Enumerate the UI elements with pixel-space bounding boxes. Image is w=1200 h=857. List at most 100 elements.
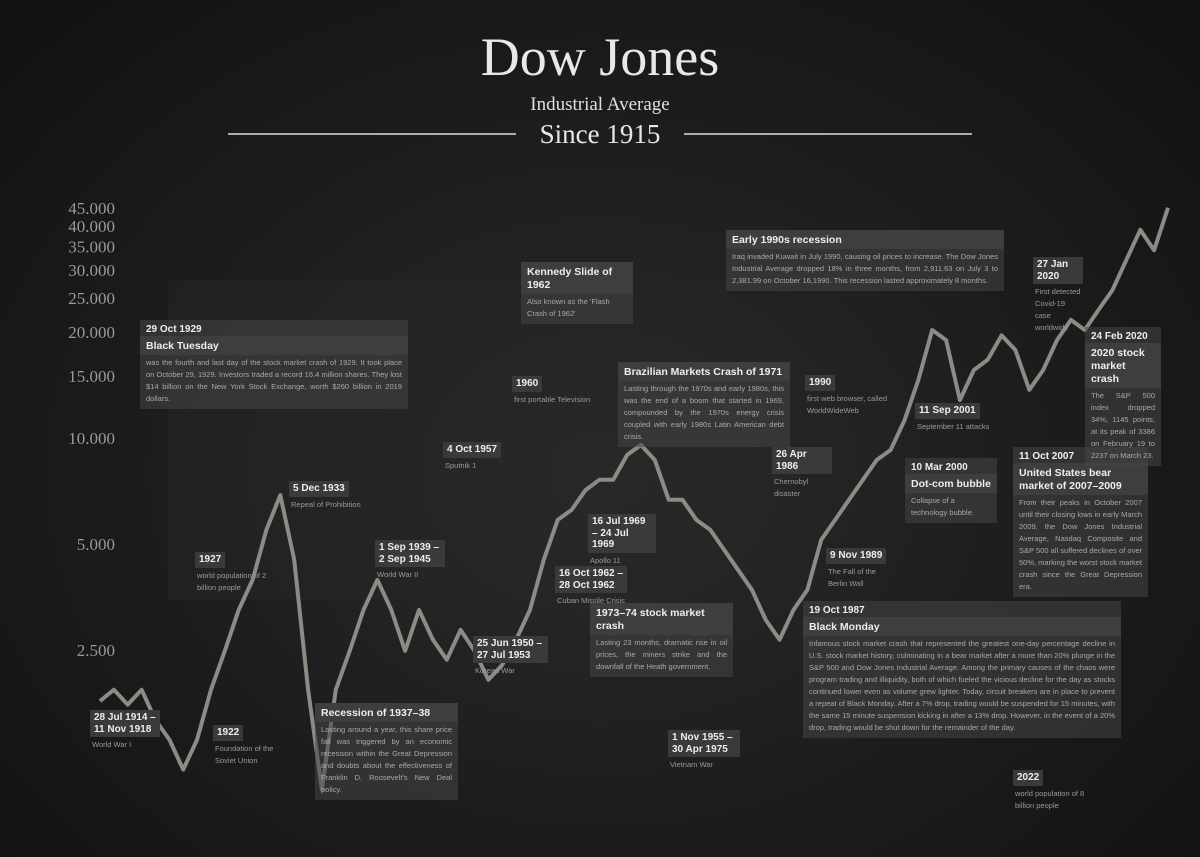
annotation-text: Lasting around a year, this share price … — [321, 725, 452, 795]
annotation-title: Dot-com bubble — [905, 474, 997, 494]
y-tick-label: 20.000 — [68, 323, 115, 342]
y-tick-label: 45.000 — [68, 199, 115, 218]
annotation: 29 Oct 1929 Black Tuesday was the fourth a… — [140, 320, 408, 410]
annotation: 1 Sep 1939 – 2 Sep 1945 World War II — [375, 540, 445, 583]
annotation: 25 Jun 1950 – 27 Jul 1953 Korean War — [473, 636, 548, 679]
annotation-date: 5 Dec 1933 — [289, 481, 349, 497]
annotation-date: 27 Jan 2020 — [1033, 257, 1083, 284]
annotation-text: Lasting 23 months, dramatic rise in oil … — [596, 638, 727, 672]
annotation-text: Korean War — [475, 666, 515, 675]
annotation-text: first web browser, called WorldWideWeb — [807, 393, 888, 415]
annotation-date: 1927 — [195, 552, 226, 568]
annotation: Kennedy Slide of 1962 Also known as the '… — [521, 262, 633, 325]
annotation-title: Recession of 1937–38 — [315, 703, 458, 723]
annotation-text: World War I — [92, 740, 132, 749]
annotation-title: 2020 stock market crash — [1085, 343, 1161, 389]
annotation-date: 24 Feb 2020 — [1091, 331, 1148, 342]
annotation: Recession of 1937–38 Lasting around a yea… — [315, 703, 458, 801]
annotation-date: 1922 — [213, 725, 244, 741]
annotation: 11 Sep 2001 September 11 attacks — [915, 403, 995, 435]
annotation-text: Chernobyl disaster — [774, 477, 809, 498]
annotation: 4 Oct 1957 Sputnik 1 — [443, 442, 513, 474]
annotation-date: 11 Sep 2001 — [915, 403, 980, 419]
annotation: 1 Nov 1955 – 30 Apr 1975 Vietnam War — [668, 730, 740, 773]
annotation-text: Repeal of Prohibition — [291, 499, 361, 509]
annotation-text: Iraq invaded Kuwait in July 1990, causin… — [732, 252, 998, 286]
y-tick-label: 5.000 — [77, 535, 115, 554]
annotation-title: Black Tuesday — [140, 336, 408, 356]
annotation: 27 Jan 2020 First detected Covid-19 case … — [1033, 257, 1083, 336]
annotation-text: The Fall of the Berlin Wall — [828, 566, 876, 588]
annotation-text: Foundation of the Soviet Union — [215, 743, 274, 765]
annotation-date: 16 Oct 1962 – 28 Oct 1962 — [555, 566, 627, 593]
annotation-date: 25 Jun 1950 – 27 Jul 1953 — [473, 636, 548, 663]
annotation-date: 29 Oct 1929 — [146, 324, 202, 335]
annotation-date: 11 Oct 2007 — [1019, 451, 1075, 462]
annotation-text: world population of 8 billion people — [1015, 788, 1085, 810]
annotation-text: Cuban Missile Crisis — [557, 596, 625, 605]
annotation: 5 Dec 1933 Repeal of Prohibition — [289, 481, 379, 513]
price-line — [98, 207, 1170, 792]
chart-period: Since 1915 — [540, 119, 661, 149]
annotation-title: Kennedy Slide of 1962 — [521, 262, 633, 295]
annotation: 9 Nov 1989 The Fall of the Berlin Wall — [826, 548, 896, 592]
annotation: 1973–74 stock market crash Lasting 23 mon… — [590, 603, 733, 678]
annotation: 19 Oct 1987 Black Monday Infamous stock ma… — [803, 601, 1121, 739]
annotation-text: Apollo 11 — [590, 555, 621, 565]
annotation: 1990 first web browser, called WorldWideW… — [805, 375, 890, 419]
annotation-text: First detected Covid-19 case worldwide — [1035, 287, 1081, 332]
annotation-text: September 11 attacks — [917, 421, 990, 431]
annotation-title: Early 1990s recession — [726, 230, 1004, 250]
annotation: 1960 first portable Television — [512, 376, 602, 408]
annotation-text: From their peaks in October 2007 until t… — [1019, 498, 1142, 592]
annotation: 26 Apr 1986 Chernobyl disaster — [772, 447, 832, 502]
annotation-text: Lasting through the 1970s and early 1980… — [624, 384, 784, 442]
annotation-date: 1 Nov 1955 – 30 Apr 1975 — [668, 730, 740, 757]
annotation-date: 16 Jul 1969 – 24 Jul 1969 — [588, 514, 656, 553]
annotation-date: 2022 — [1013, 770, 1044, 786]
annotation-title: United States bear market of 2007–2009 — [1013, 463, 1148, 496]
annotation-date: 1960 — [512, 376, 543, 392]
annotation: 10 Mar 2000 Dot-com bubble Collapse of a t… — [905, 458, 997, 524]
annotation-text: Also known as the 'Flash Crash of 1962' — [527, 297, 610, 319]
chart-subtitle: Industrial Average — [530, 94, 669, 115]
y-tick-label: 15.000 — [68, 367, 115, 386]
annotation: 24 Feb 2020 2020 stock market crash The S&… — [1085, 327, 1161, 467]
annotation-date: 19 Oct 1987 — [809, 605, 865, 616]
annotation: 2022 world population of 8 billion people — [1013, 770, 1093, 814]
annotation: Brazilian Markets Crash of 1971 Lasting t… — [618, 362, 790, 448]
annotation-title: Brazilian Markets Crash of 1971 — [618, 362, 790, 382]
y-tick-label: 35.000 — [68, 238, 115, 257]
y-tick-label: 2.500 — [77, 641, 115, 660]
annotation-date: 26 Apr 1986 — [772, 447, 832, 474]
y-tick-label: 10.000 — [68, 429, 115, 448]
annotation: Early 1990s recession Iraq invaded Kuwait… — [726, 230, 1004, 292]
annotation-date: 10 Mar 2000 — [911, 462, 968, 473]
annotation-text: was the fourth and last day of the stock… — [146, 358, 402, 404]
annotation: 11 Oct 2007 United States bear market of … — [1013, 447, 1148, 598]
annotation: 28 Jul 1914 – 11 Nov 1918 World War I — [90, 710, 160, 753]
annotation-date: 28 Jul 1914 – 11 Nov 1918 — [90, 710, 160, 737]
chart-title: Dow Jones — [481, 27, 720, 87]
annotation-text: Infamous stock market crash that represe… — [809, 639, 1115, 733]
y-tick-label: 40.000 — [68, 217, 115, 236]
annotation-text: Collapse of a technology bubble. — [911, 496, 974, 518]
y-tick-label: 30.000 — [68, 261, 115, 280]
annotation-title: Black Monday — [803, 617, 1121, 637]
y-tick-label: 25.000 — [68, 289, 115, 308]
annotation-title: 1973–74 stock market crash — [590, 603, 733, 636]
annotation: 16 Jul 1969 – 24 Jul 1969 Apollo 11 — [588, 514, 656, 569]
annotation-text: first portable Television — [514, 394, 591, 404]
annotation-date: 1990 — [805, 375, 836, 391]
annotation-text: The S&P 500 index dropped 34%, 1145 poin… — [1091, 391, 1155, 461]
annotation: 16 Oct 1962 – 28 Oct 1962 Cuban Missile C… — [555, 566, 627, 609]
annotation: 1922 Foundation of the Soviet Union — [213, 725, 283, 769]
annotation-text: Sputnik 1 — [445, 460, 477, 470]
annotation-text: World War II — [377, 570, 419, 579]
annotation-date: 9 Nov 1989 — [826, 548, 887, 564]
annotation-text: Vietnam War — [670, 760, 713, 769]
annotation-date: 1 Sep 1939 – 2 Sep 1945 — [375, 540, 445, 567]
annotation: 1927 world population of 2 billion people — [195, 552, 270, 596]
annotation-text: world population of 2 billion people — [197, 570, 267, 592]
